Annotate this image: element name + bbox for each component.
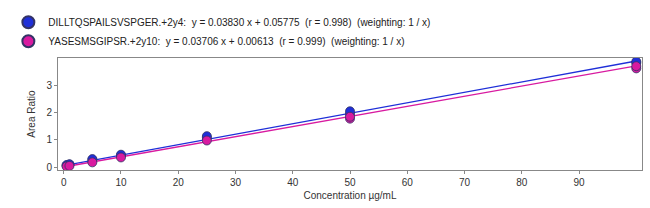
svg-text:50: 50 xyxy=(344,177,356,188)
svg-text:Concentration µg/mL: Concentration µg/mL xyxy=(303,190,396,201)
svg-text:YASESMSGIPSR.+2y10: y = 0.037: YASESMSGIPSR.+2y10: y = 0.03706 x + 0.00… xyxy=(48,36,404,47)
svg-text:90: 90 xyxy=(573,177,585,188)
svg-text:2: 2 xyxy=(46,107,52,118)
svg-text:40: 40 xyxy=(287,177,299,188)
svg-text:10: 10 xyxy=(115,177,127,188)
svg-text:20: 20 xyxy=(173,177,185,188)
svg-text:60: 60 xyxy=(402,177,414,188)
svg-text:70: 70 xyxy=(459,177,471,188)
svg-text:30: 30 xyxy=(230,177,242,188)
svg-text:0: 0 xyxy=(61,177,67,188)
svg-text:DILLTQSPAILSVSPGER.+2y4: y =: DILLTQSPAILSVSPGER.+2y4: y = 0.03830 x +… xyxy=(48,17,430,28)
svg-text:1: 1 xyxy=(46,134,52,145)
svg-text:Area Ratio: Area Ratio xyxy=(26,90,37,138)
svg-text:0: 0 xyxy=(46,162,52,173)
svg-text:80: 80 xyxy=(516,177,528,188)
svg-text:3: 3 xyxy=(46,80,52,91)
